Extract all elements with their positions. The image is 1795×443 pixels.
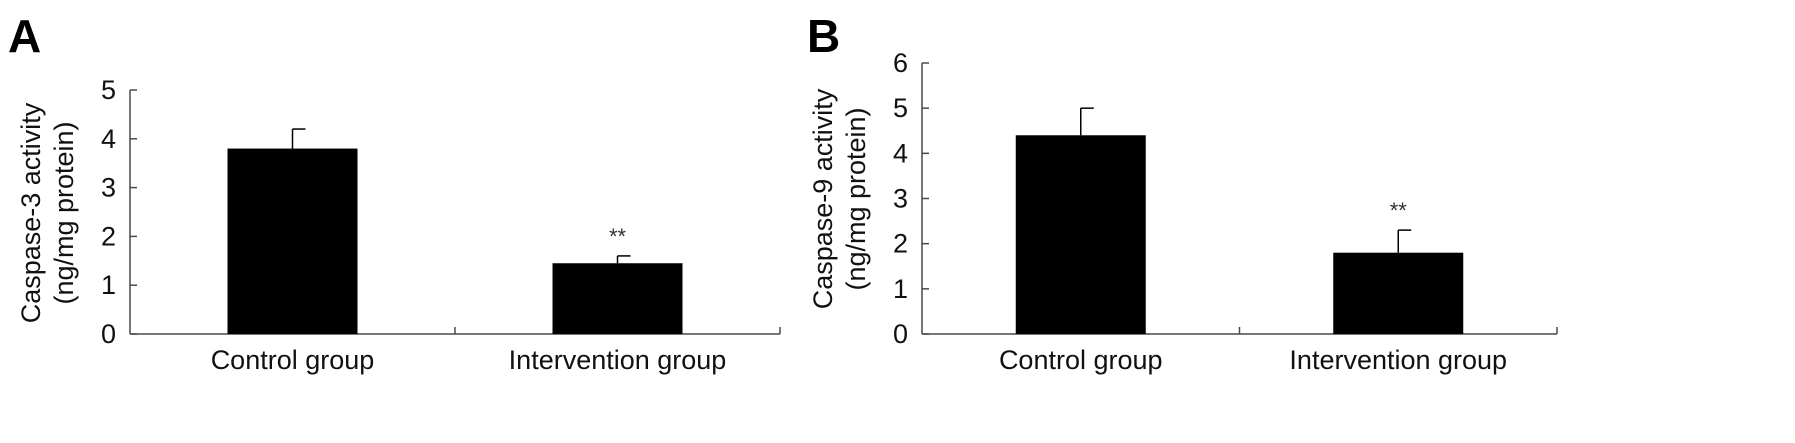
bar <box>227 148 358 334</box>
chart-panel-b: B Caspase-9 activity (ng/mg protein) 0 1 2… <box>807 10 1558 375</box>
bar <box>552 263 683 334</box>
y-tick-label: 5 <box>101 75 116 105</box>
bar <box>1015 135 1146 334</box>
panel-label: B <box>807 10 840 62</box>
y-tick-label: 4 <box>893 138 908 168</box>
y-tick-label: 5 <box>893 93 908 123</box>
y-tick-label: 0 <box>893 319 908 349</box>
x-category-label: Intervention group <box>509 345 727 375</box>
y-axis-label-line-1: Caspase-3 activity <box>16 102 46 323</box>
x-category-label: Control group <box>999 345 1163 375</box>
y-tick-label: 6 <box>893 48 908 78</box>
chart-panel-a: A Caspase-3 activity (ng/mg protein) 0 1 2… <box>8 10 781 375</box>
y-axis-label-line-2: (ng/mg protein) <box>841 107 871 290</box>
y-axis-label-line-1: Caspase-9 activity <box>808 88 838 309</box>
x-category-label: Control group <box>211 345 375 375</box>
y-tick-label: 2 <box>893 229 908 259</box>
bar <box>1333 252 1464 334</box>
y-tick-label: 0 <box>101 319 116 349</box>
significance-annotation: ** <box>609 224 627 249</box>
y-axis-label-line-2: (ng/mg protein) <box>49 121 79 304</box>
y-tick-label: 2 <box>101 221 116 251</box>
panel-label: A <box>8 10 41 62</box>
y-tick-label: 1 <box>893 274 908 304</box>
significance-annotation: ** <box>1390 198 1408 223</box>
y-tick-label: 3 <box>893 184 908 214</box>
x-category-label: Intervention group <box>1289 345 1507 375</box>
y-tick-label: 1 <box>101 270 116 300</box>
y-tick-label: 3 <box>101 173 116 203</box>
y-tick-label: 4 <box>101 124 116 154</box>
